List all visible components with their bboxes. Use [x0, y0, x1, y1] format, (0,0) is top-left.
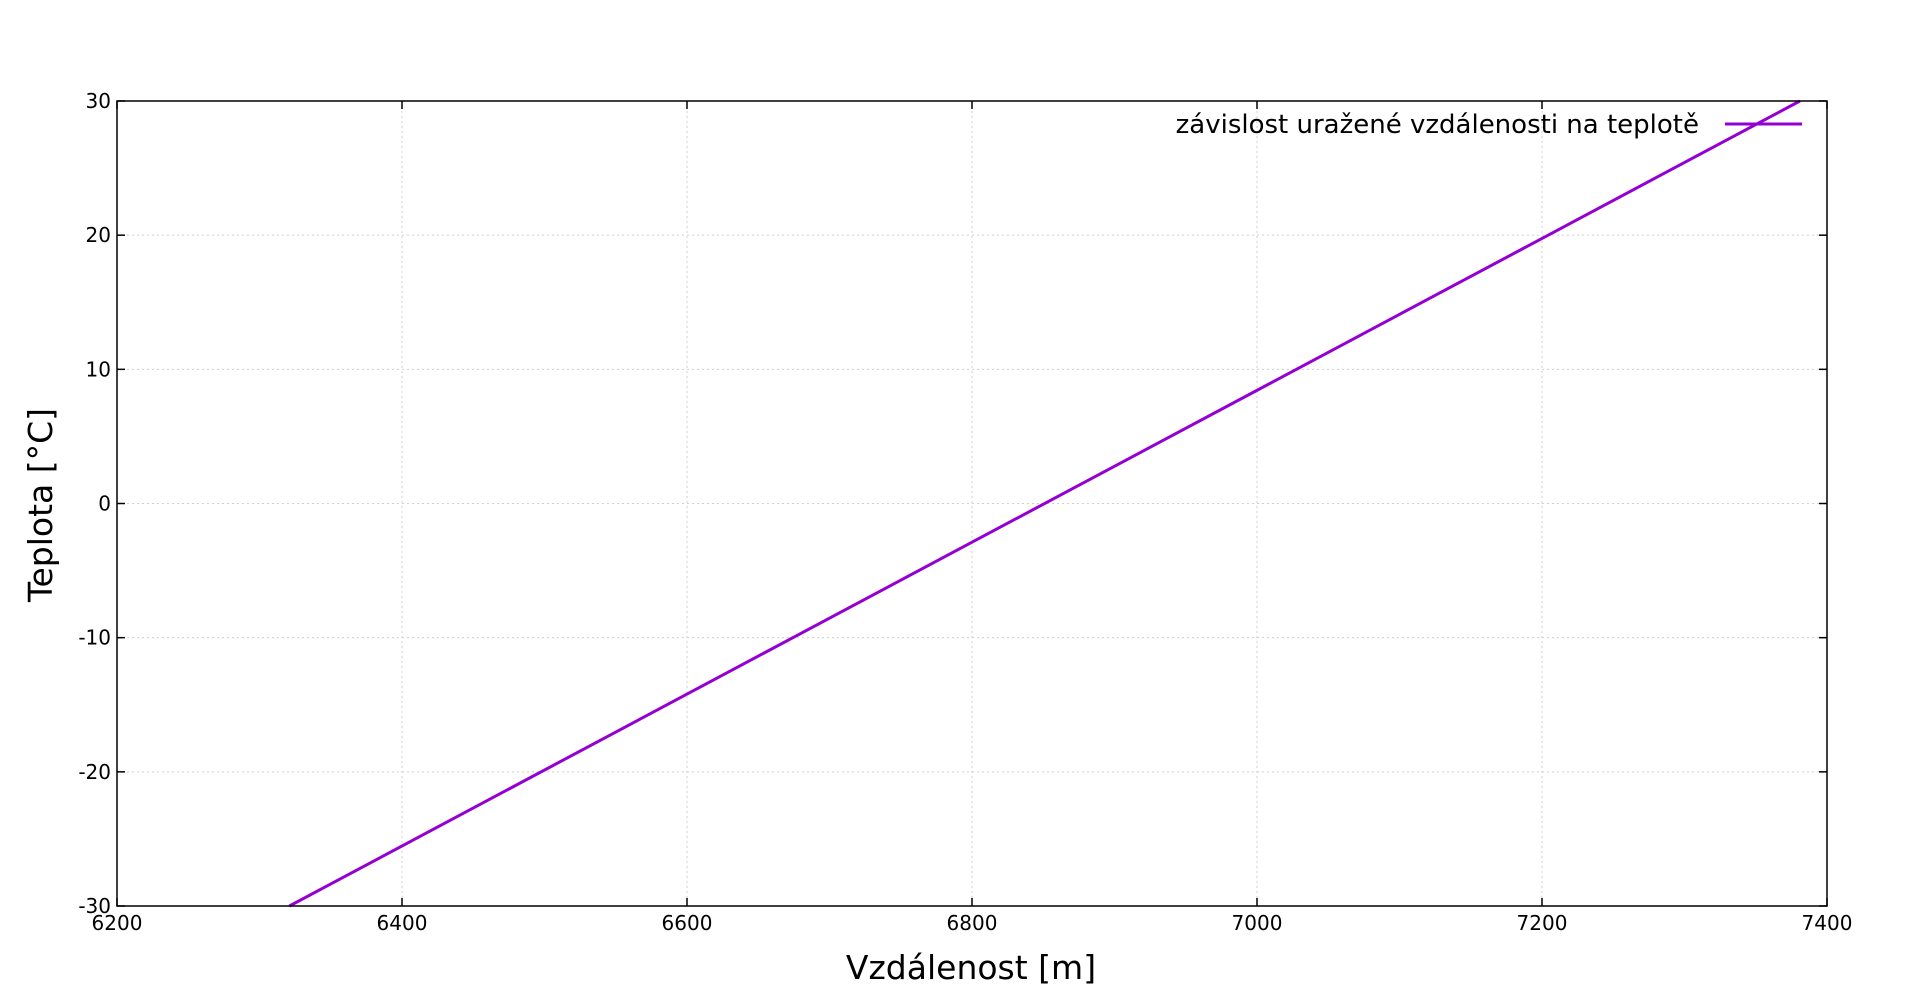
x-axis-title: Vzdálenost [m] — [846, 948, 1096, 987]
series-line — [288, 99, 1801, 908]
x-tick-label: 6800 — [947, 911, 998, 935]
grid — [117, 101, 1827, 906]
x-tick-label: 6200 — [92, 911, 143, 935]
y-axis-title: Teplota [°C] — [21, 408, 60, 603]
y-tick-label: 20 — [86, 223, 111, 247]
y-tick-label: -20 — [78, 760, 111, 784]
legend-label: závislost uražené vzdálenosti na teplotě — [1176, 110, 1699, 140]
y-tick-label: -10 — [78, 626, 111, 650]
x-tick-label: 7000 — [1232, 911, 1283, 935]
x-tick-labels: 6200 6400 6600 6800 7000 7200 7400 — [92, 911, 1853, 935]
tick-marks — [116, 100, 1828, 907]
x-tick-label: 7400 — [1802, 911, 1853, 935]
legend: závislost uražené vzdálenosti na teplotě — [1176, 110, 1802, 140]
x-tick-label: 6600 — [662, 911, 713, 935]
x-tick-label: 7200 — [1517, 911, 1568, 935]
x-tick-label: 6400 — [377, 911, 428, 935]
y-tick-label: 10 — [86, 357, 111, 381]
y-tick-label: 0 — [98, 492, 111, 516]
series-layer — [288, 99, 1801, 908]
y-tick-label: 30 — [86, 89, 111, 113]
y-tick-label: -30 — [78, 894, 111, 918]
y-tick-labels: 30 20 10 0 -10 -20 -30 — [78, 89, 111, 918]
